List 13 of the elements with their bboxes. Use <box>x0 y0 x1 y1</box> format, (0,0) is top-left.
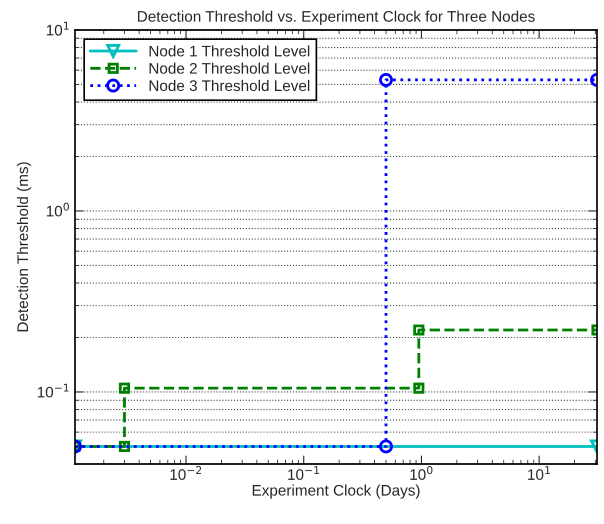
legend-label: Node 2 Threshold Level <box>150 62 310 74</box>
legend-label: Node 3 Threshold Level <box>150 80 310 92</box>
x-tick-label: 10$^{1}$ <box>528 466 550 480</box>
y-tick-label: 10$^{0}$ <box>46 202 69 217</box>
x-tick-label: 10$^{−2}$ <box>170 466 202 480</box>
y-axis-title: Detection Threshold (ms) <box>16 162 32 332</box>
y-tick-label: 10$^{1}$ <box>46 22 69 36</box>
x-tick-label: 10$^{0}$ <box>410 466 432 480</box>
chart-title: Detection Threshold vs. Experiment Clock for Three Nodes <box>138 10 535 25</box>
y-tick-label: 10$^{−1}$ <box>38 384 69 398</box>
x-axis-title: Experiment Clock (Days) <box>252 484 420 499</box>
legend-label: Node 1 Threshold Level <box>150 45 310 56</box>
x-tick-label: 10$^{−1}$ <box>288 466 319 480</box>
